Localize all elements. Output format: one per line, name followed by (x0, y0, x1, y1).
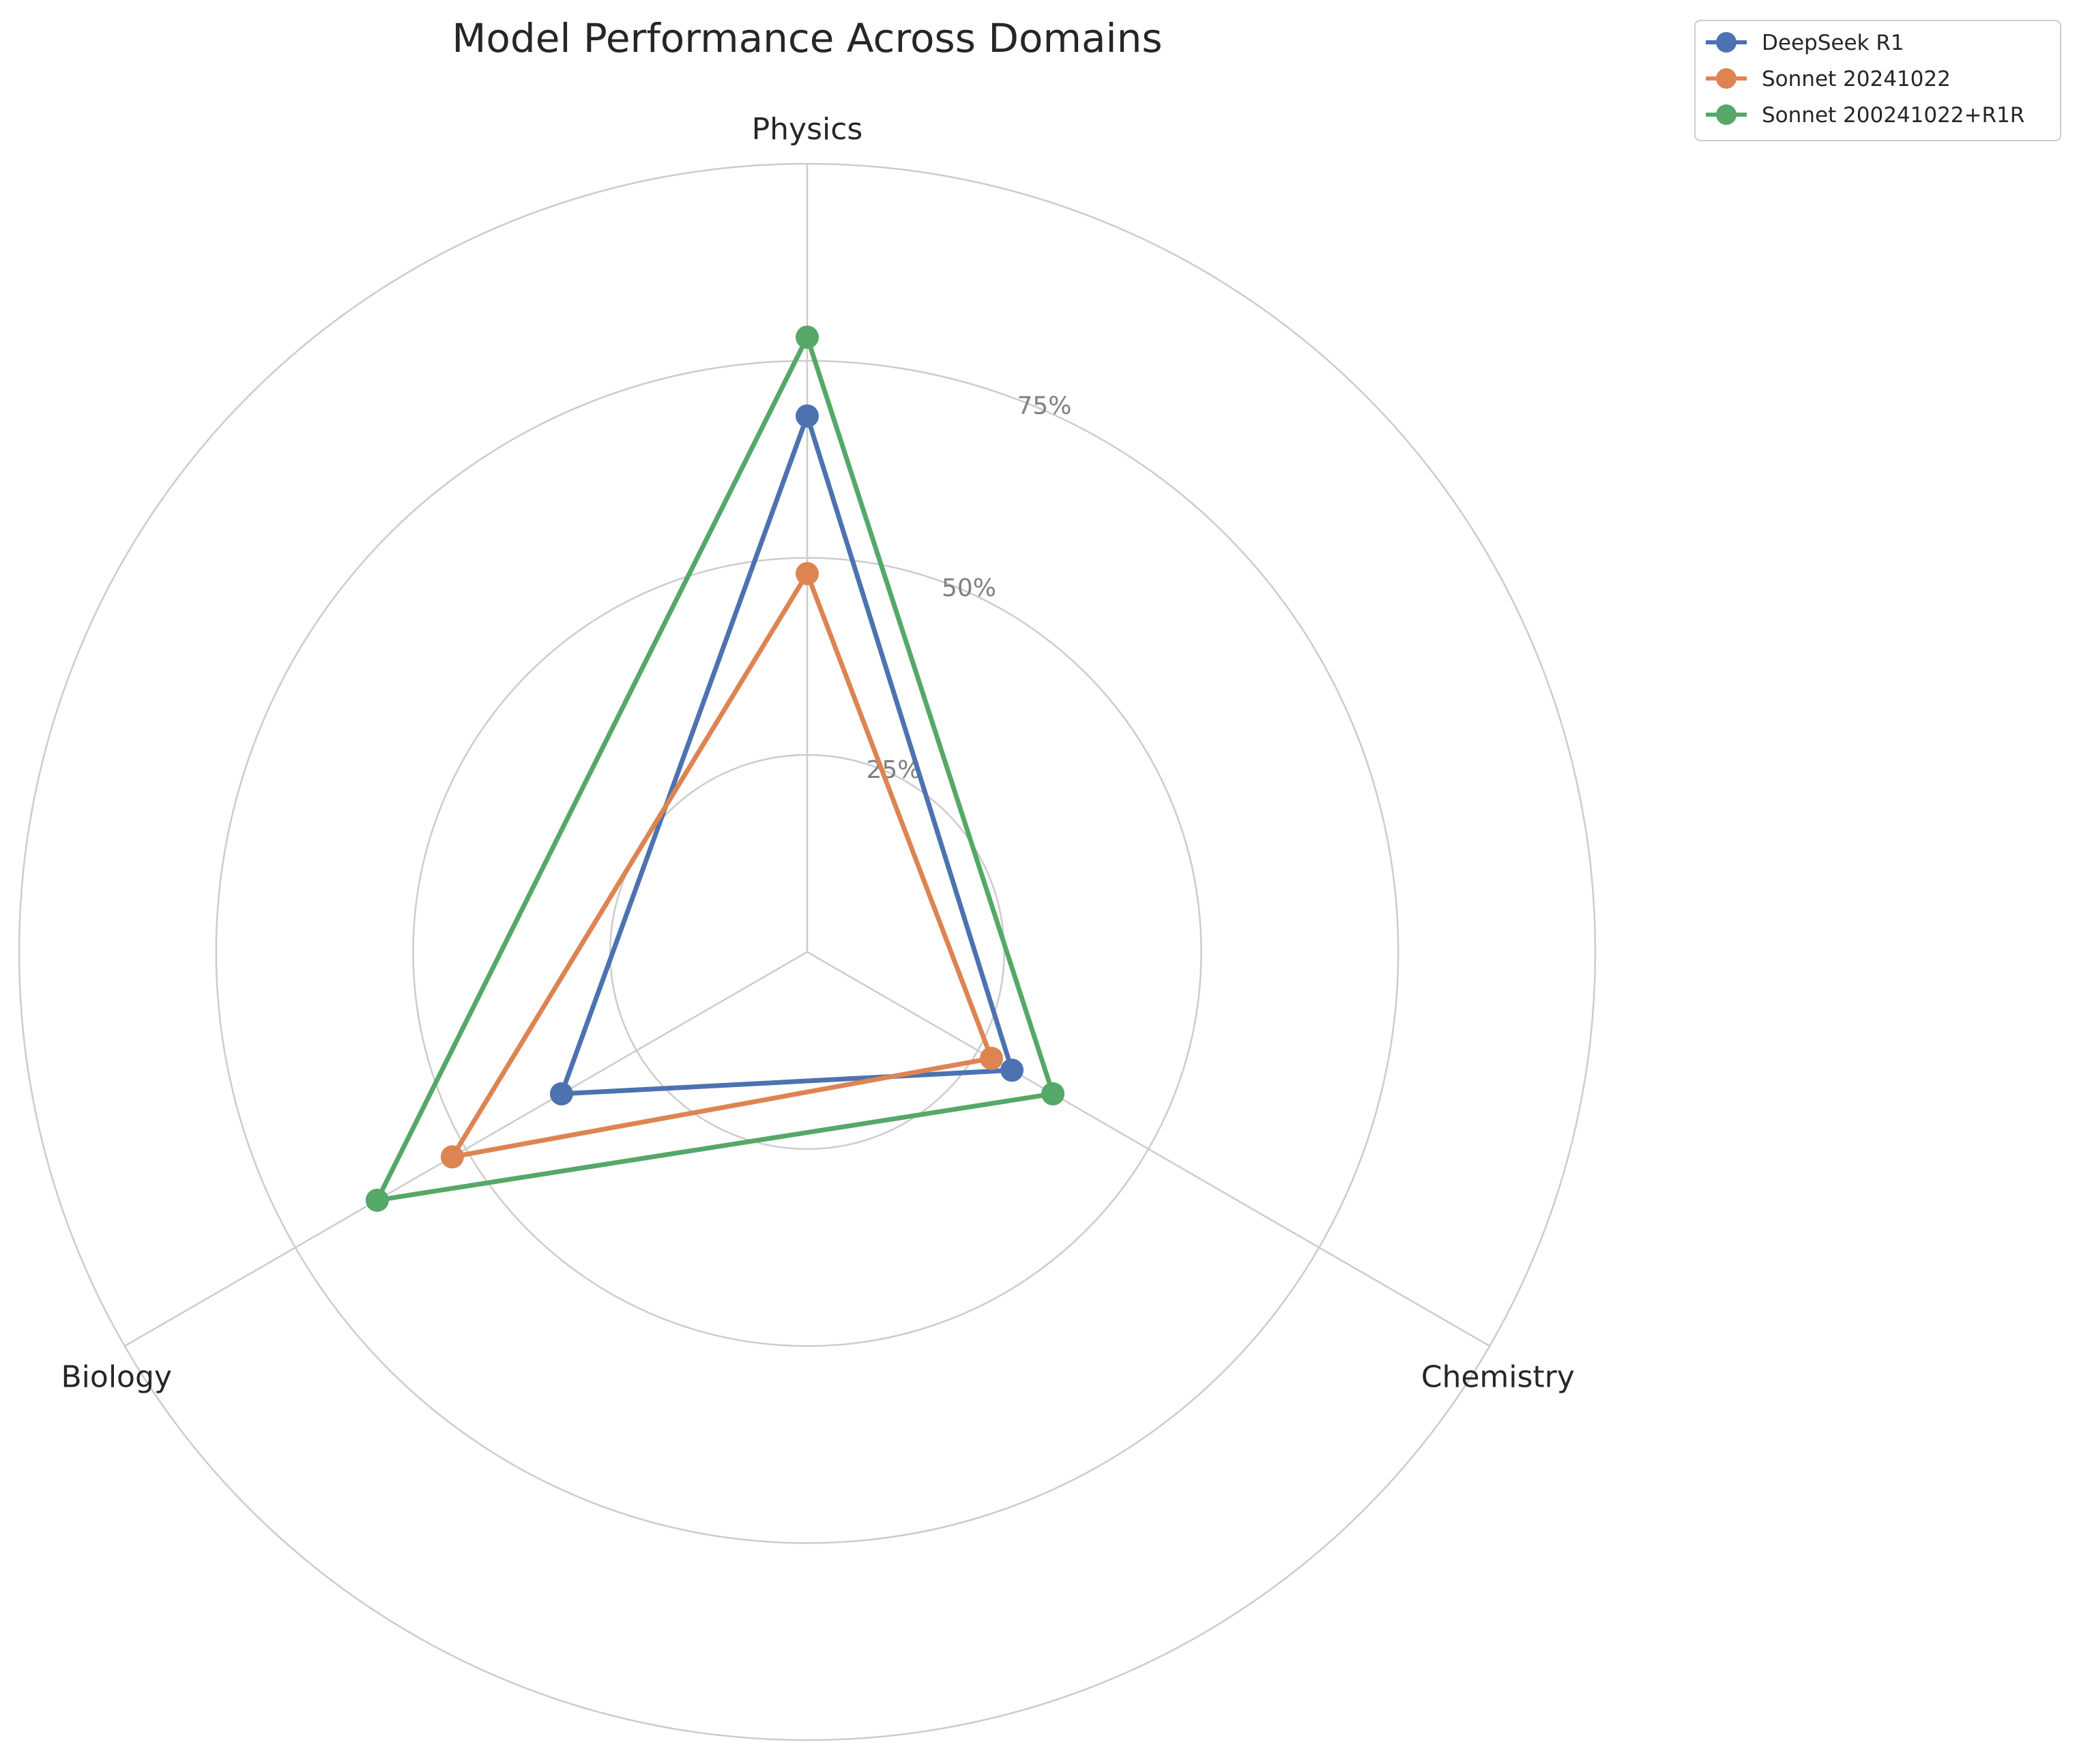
legend-frame (1694, 20, 2061, 141)
legend-item: Sonnet 200241022+R1R (1706, 103, 2024, 128)
data-point-physics (796, 404, 819, 428)
legend-marker (1716, 68, 1737, 89)
legend: DeepSeek R1 Sonnet 20241022 Sonnet 2002410… (1694, 20, 2061, 141)
radial-tick-label: 25% (866, 756, 920, 784)
legend-label: Sonnet 200241022+R1R (1762, 103, 2024, 128)
series-line (375, 334, 1056, 1203)
series-1 (440, 562, 1004, 1169)
data-point-chemistry (1041, 1082, 1065, 1105)
series-2 (365, 326, 1065, 1212)
axis-labels: Physics Chemistry Biology (61, 112, 1575, 1395)
data-point-chemistry (980, 1046, 1004, 1070)
grid-spokes (124, 164, 1490, 1347)
legend-item: DeepSeek R1 (1706, 31, 1904, 55)
data-point-physics (796, 562, 819, 585)
legend-label: Sonnet 20241022 (1762, 67, 1951, 91)
radial-tick-labels: 25% 50% 75% (866, 392, 1071, 785)
radial-tick-label: 75% (1017, 392, 1071, 420)
axis-label-physics: Physics (752, 112, 863, 147)
grid-spoke-1 (807, 951, 1490, 1347)
legend-marker (1716, 104, 1737, 125)
axis-label-biology: Biology (61, 1360, 172, 1395)
series-layer (365, 326, 1065, 1212)
data-point-chemistry (1000, 1058, 1024, 1082)
legend-marker (1716, 32, 1737, 53)
data-point-biology (365, 1188, 389, 1212)
radial-tick-label: 50% (942, 574, 996, 602)
series-0 (549, 404, 1024, 1105)
chart-title: Model Performance Across Domains (452, 15, 1162, 61)
series-line (559, 414, 1015, 1097)
series-line (450, 571, 994, 1159)
data-point-biology (549, 1082, 573, 1105)
axis-label-chemistry: Chemistry (1421, 1360, 1575, 1395)
grid-spoke-2 (124, 951, 808, 1347)
legend-item: Sonnet 20241022 (1706, 67, 1951, 91)
legend-label: DeepSeek R1 (1762, 31, 1904, 55)
data-point-biology (440, 1145, 464, 1169)
data-point-physics (796, 326, 819, 349)
